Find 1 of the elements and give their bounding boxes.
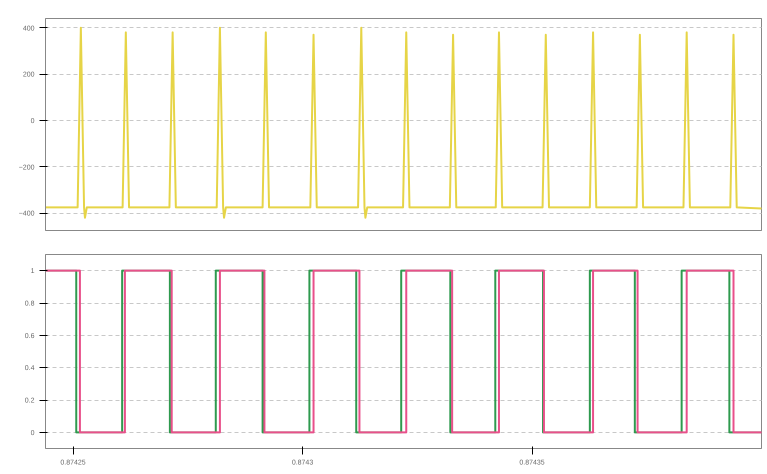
line-series: [46, 26, 762, 219]
